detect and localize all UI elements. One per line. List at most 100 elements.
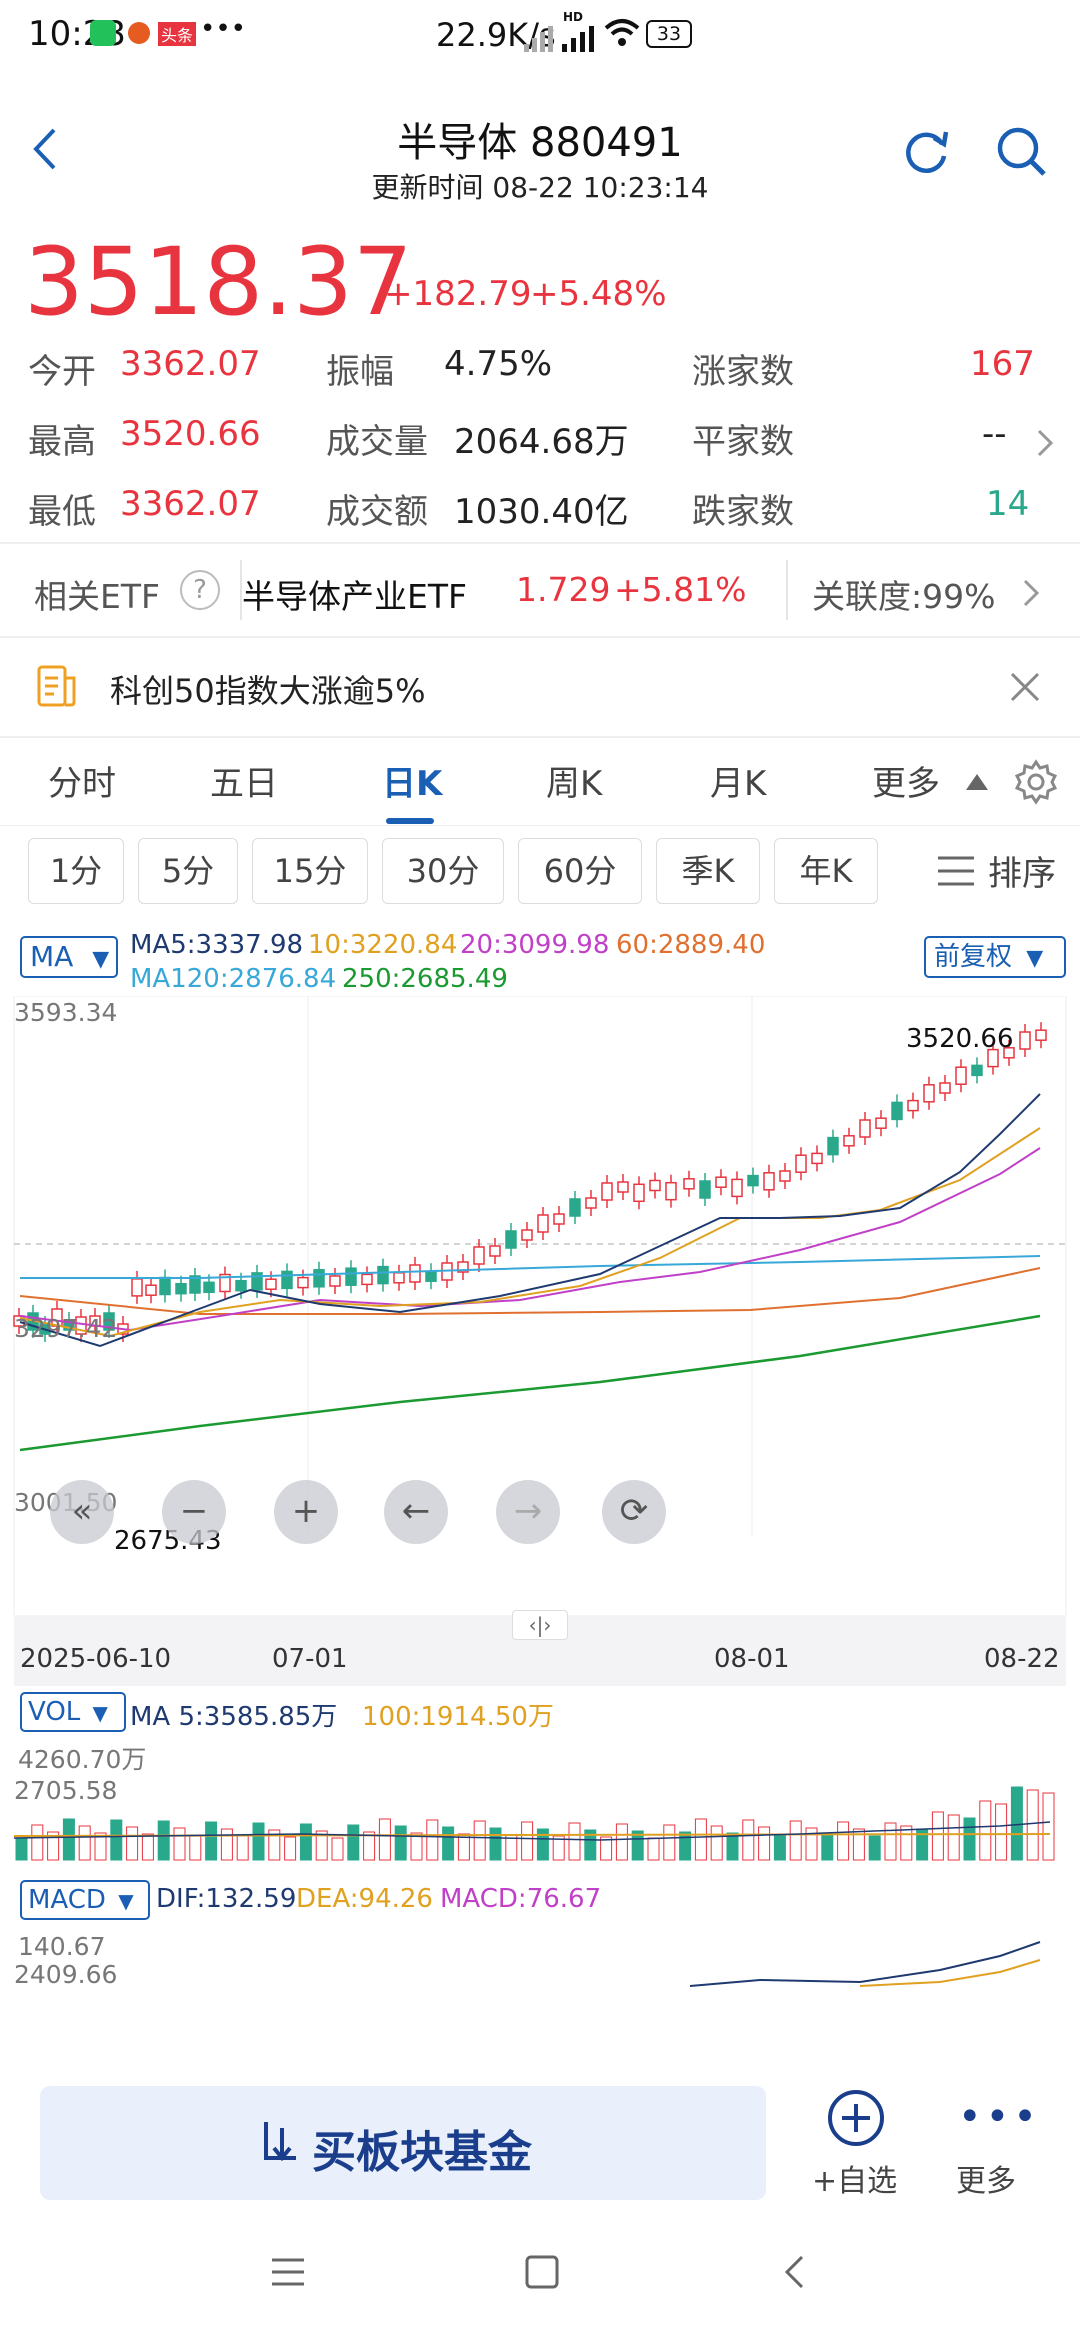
status-bar: 10:23 头条 ••• 22.9K/s HD 33 bbox=[0, 0, 1080, 96]
home-icon[interactable] bbox=[524, 2254, 560, 2294]
news-notice[interactable]: 科创50指数大涨逾5% bbox=[0, 640, 1080, 732]
kline-chart[interactable]: MA ▼ MA5:3337.98 10:3220.84 20:3099.98 6… bbox=[0, 920, 1080, 2070]
interval-60min[interactable]: 60分 bbox=[518, 838, 642, 904]
interval-15min[interactable]: 15分 bbox=[252, 838, 368, 904]
list-icon[interactable] bbox=[936, 854, 976, 892]
candle-body bbox=[731, 1178, 743, 1198]
volume-bar bbox=[805, 1827, 818, 1861]
bottom-action-bar: 买板块基金 +自选 ••• 更多 bbox=[0, 2070, 1080, 2210]
volume-bar bbox=[268, 1829, 281, 1861]
tab-five-day[interactable]: 五日 bbox=[210, 764, 278, 804]
buy-fund-button[interactable]: 买板块基金 bbox=[40, 2086, 766, 2200]
download-arrow-icon bbox=[256, 2118, 300, 2172]
caret-down-icon: ▼ bbox=[92, 947, 110, 972]
interval-5min[interactable]: 5分 bbox=[138, 838, 238, 904]
candle-body bbox=[553, 1213, 565, 1225]
interval-year-k[interactable]: 年K bbox=[774, 838, 878, 904]
volume-bar bbox=[726, 1832, 739, 1861]
drag-handle-icon[interactable]: ‹|› bbox=[512, 1610, 568, 1640]
volume-bar bbox=[647, 1837, 660, 1861]
tab-monthly-k[interactable]: 月K bbox=[710, 764, 767, 804]
help-icon[interactable]: ? bbox=[180, 570, 220, 610]
weibo-icon bbox=[128, 22, 150, 44]
tab-weekly-k[interactable]: 周K bbox=[546, 764, 603, 804]
arrow-left-icon[interactable]: ← bbox=[384, 1480, 448, 1544]
candle-body bbox=[715, 1176, 727, 1188]
chevron-right-icon[interactable] bbox=[1022, 578, 1040, 612]
add-circle-icon[interactable] bbox=[826, 2088, 886, 2152]
etf-price: 1.729 bbox=[516, 570, 611, 609]
candle-body bbox=[987, 1048, 999, 1068]
tab-daily-k[interactable]: 日K bbox=[382, 764, 443, 804]
candle-body bbox=[361, 1273, 373, 1286]
more-label[interactable]: 更多 bbox=[956, 2164, 1016, 2199]
search-icon[interactable] bbox=[994, 124, 1050, 184]
volume-bar bbox=[536, 1828, 549, 1861]
volume-bar bbox=[663, 1824, 676, 1861]
settings-icon[interactable] bbox=[1012, 758, 1060, 810]
caret-down-icon: ▼ bbox=[92, 1701, 108, 1725]
tab-more[interactable]: 更多 bbox=[872, 764, 940, 804]
add-watchlist-label[interactable]: +自选 bbox=[812, 2164, 898, 2199]
menu-icon[interactable] bbox=[270, 2256, 306, 2292]
close-icon[interactable] bbox=[1008, 670, 1042, 708]
arrow-right-icon[interactable]: → bbox=[496, 1480, 560, 1544]
volume-bar bbox=[331, 1837, 344, 1861]
candle-body bbox=[763, 1172, 775, 1191]
volume-bar bbox=[1026, 1789, 1039, 1861]
volume-plot bbox=[13, 1786, 1055, 1861]
volume-bar bbox=[568, 1822, 581, 1861]
vol-selector[interactable]: VOL ▼ bbox=[20, 1692, 126, 1732]
candle-body bbox=[811, 1152, 823, 1165]
divider bbox=[240, 560, 242, 620]
back-icon[interactable] bbox=[26, 124, 62, 178]
more-dots-icon[interactable]: ••• bbox=[958, 2094, 1041, 2140]
candle-body bbox=[1019, 1031, 1031, 1050]
update-time: 更新时间 08-22 10:23:14 bbox=[371, 171, 709, 204]
interval-quarter-k[interactable]: 季K bbox=[656, 838, 760, 904]
vol-axis-max: 4260.70万 bbox=[18, 1745, 147, 1774]
candle-body bbox=[175, 1282, 187, 1295]
high-value: 3520.66 bbox=[120, 414, 261, 454]
zoom-in-icon[interactable]: + bbox=[274, 1480, 338, 1544]
ma60-line bbox=[19, 1267, 1041, 1315]
volume-bar bbox=[347, 1824, 360, 1861]
candle-body bbox=[313, 1269, 325, 1288]
candle-body bbox=[393, 1272, 405, 1284]
sort-button[interactable]: 排序 bbox=[988, 854, 1056, 894]
candle-body bbox=[235, 1279, 247, 1292]
macd-selector[interactable]: MACD ▼ bbox=[20, 1880, 150, 1920]
volume-bar bbox=[821, 1834, 834, 1861]
high-label: 最高 bbox=[28, 422, 96, 462]
candle-body bbox=[537, 1214, 549, 1233]
interval-1min[interactable]: 1分 bbox=[28, 838, 124, 904]
tab-intraday[interactable]: 分时 bbox=[48, 764, 116, 804]
candle-body bbox=[875, 1117, 887, 1129]
etf-name[interactable]: 半导体产业ETF bbox=[242, 577, 467, 616]
volume-bar bbox=[284, 1836, 297, 1861]
rotate-icon[interactable]: ⟳ bbox=[602, 1480, 666, 1544]
candle-body bbox=[971, 1064, 983, 1077]
volume-bar bbox=[173, 1827, 186, 1861]
related-etf-row[interactable]: 相关ETF ? 半导体产业ETF 1.729 +5.81% 关联度:99% bbox=[0, 546, 1080, 636]
macd-value: MACD:76.67 bbox=[440, 1884, 602, 1914]
volume-bar bbox=[78, 1825, 91, 1861]
candle-body bbox=[251, 1272, 263, 1291]
rewind-icon[interactable]: « bbox=[50, 1480, 114, 1544]
refresh-icon[interactable] bbox=[898, 124, 954, 184]
ma-selector[interactable]: MA ▼ bbox=[20, 936, 118, 978]
candle-body bbox=[633, 1183, 645, 1203]
candle-body bbox=[473, 1246, 485, 1265]
flat-count-label: 平家数 bbox=[692, 422, 794, 462]
etf-label: 相关ETF bbox=[34, 577, 160, 616]
candle-body bbox=[955, 1066, 967, 1085]
caret-up-icon[interactable] bbox=[966, 772, 988, 794]
adjust-selector[interactable]: 前复权 ▼ bbox=[924, 936, 1066, 978]
back-nav-icon[interactable] bbox=[782, 2254, 806, 2294]
signal-weak-icon bbox=[524, 22, 558, 52]
chevron-right-icon[interactable] bbox=[1036, 428, 1054, 462]
volume-bar bbox=[521, 1821, 534, 1861]
up-count-value: 167 bbox=[970, 344, 1035, 384]
interval-30min[interactable]: 30分 bbox=[382, 838, 504, 904]
zoom-out-icon[interactable]: − bbox=[162, 1480, 226, 1544]
